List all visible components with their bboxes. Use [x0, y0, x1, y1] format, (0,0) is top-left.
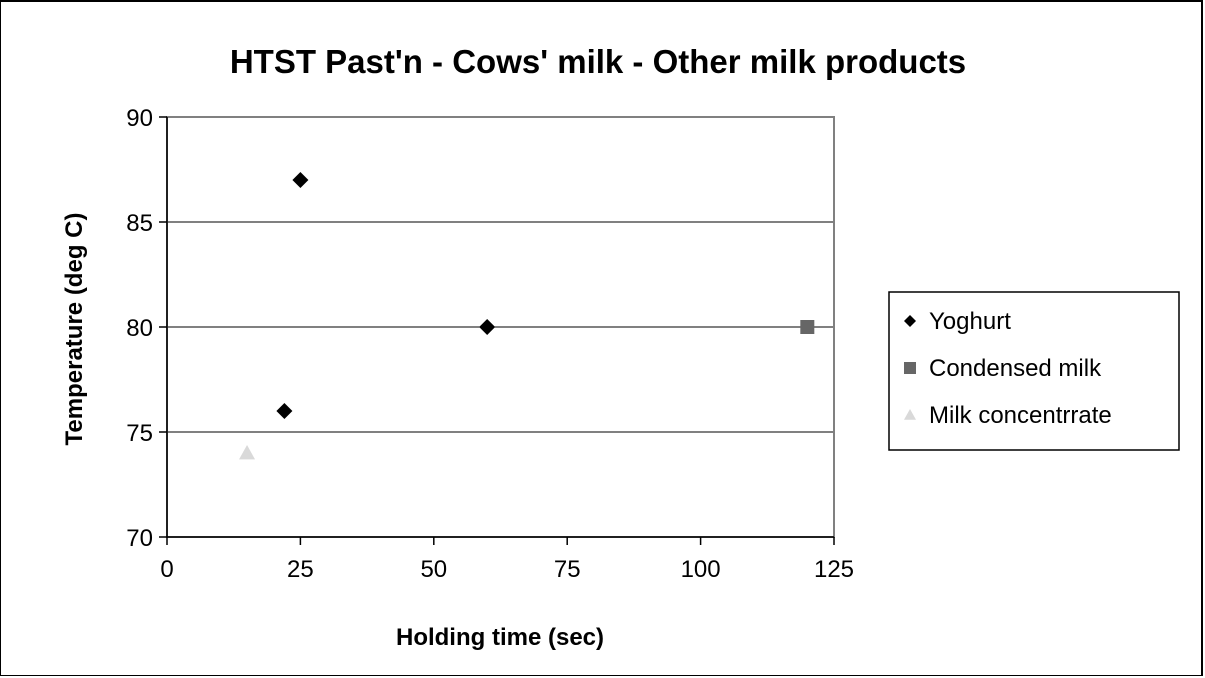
data-point-yoghurt: [292, 172, 309, 188]
data-point-condensed-milk: [800, 320, 815, 334]
x-axis-title: Holding time (sec): [396, 624, 604, 651]
gridlines: [167, 221, 834, 433]
legend-marker-2: [904, 362, 916, 374]
y-axis-title: Temperature (deg C): [61, 213, 88, 446]
legend-box: [888, 291, 1180, 451]
x-tick-label: 100: [681, 556, 721, 583]
tick-labels: 70 75 80 85 90 0 25 50 75 100 125: [126, 105, 854, 583]
y-tick-label: 85: [126, 210, 153, 237]
data-point-milk-concentrrate: [239, 445, 256, 460]
legend-label: Condensed milk: [929, 355, 1102, 382]
legend: Yoghurt Condensed milk Milk concentrrate: [888, 291, 1180, 451]
legend-label: Yoghurt: [929, 308, 1011, 335]
x-tick-label: 125: [814, 556, 854, 583]
x-tick-label: 0: [160, 556, 173, 583]
y-tick-label: 70: [126, 525, 153, 552]
x-tick-label: 25: [287, 556, 314, 583]
data-point-yoghurt: [276, 403, 293, 419]
legend-marker-1: [904, 315, 916, 327]
data-point-yoghurt: [479, 319, 496, 335]
axes: [159, 116, 835, 545]
x-tick-label: 50: [420, 556, 447, 583]
y-tick-label: 90: [126, 105, 153, 132]
y-tick-label: 80: [126, 315, 153, 342]
chart-title: HTST Past'n - Cows' milk - Other milk pr…: [230, 43, 966, 80]
x-tick-label: 75: [554, 556, 581, 583]
legend-marker-3: [904, 409, 916, 420]
data-points: [239, 172, 815, 460]
legend-label: Milk concentrrate: [929, 402, 1112, 429]
y-tick-label: 75: [126, 420, 153, 447]
